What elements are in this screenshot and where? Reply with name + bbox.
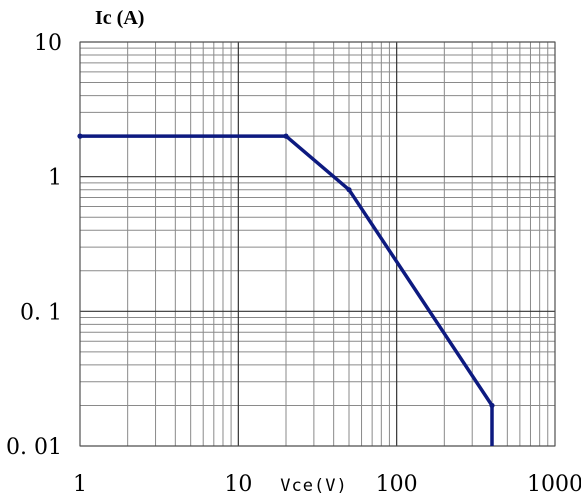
x-tick-label: 1 <box>73 472 87 497</box>
data-point <box>77 133 83 139</box>
x-tick-label: 10 <box>224 472 252 497</box>
major-grid <box>79 41 556 447</box>
series-layer <box>77 133 495 446</box>
y-tick-label: 10 <box>34 31 62 56</box>
y-tick-label: 0. 1 <box>20 300 62 325</box>
y-axis-label: Ic (A) <box>95 7 144 29</box>
data-point <box>283 133 289 139</box>
x-tick-labels: 1 10 100 1000 <box>73 472 581 497</box>
x-tick-label: 100 <box>376 472 418 497</box>
y-tick-labels: 10 1 0. 1 0. 01 <box>6 31 62 460</box>
y-tick-label: 0. 01 <box>6 435 62 460</box>
y-tick-label: 1 <box>48 166 62 191</box>
data-point <box>489 402 495 409</box>
x-tick-label: 1000 <box>527 472 581 497</box>
plot-frame <box>79 41 556 447</box>
x-axis-label: Vce(V) <box>280 476 347 496</box>
data-point <box>346 187 352 193</box>
minor-grid <box>80 42 555 446</box>
